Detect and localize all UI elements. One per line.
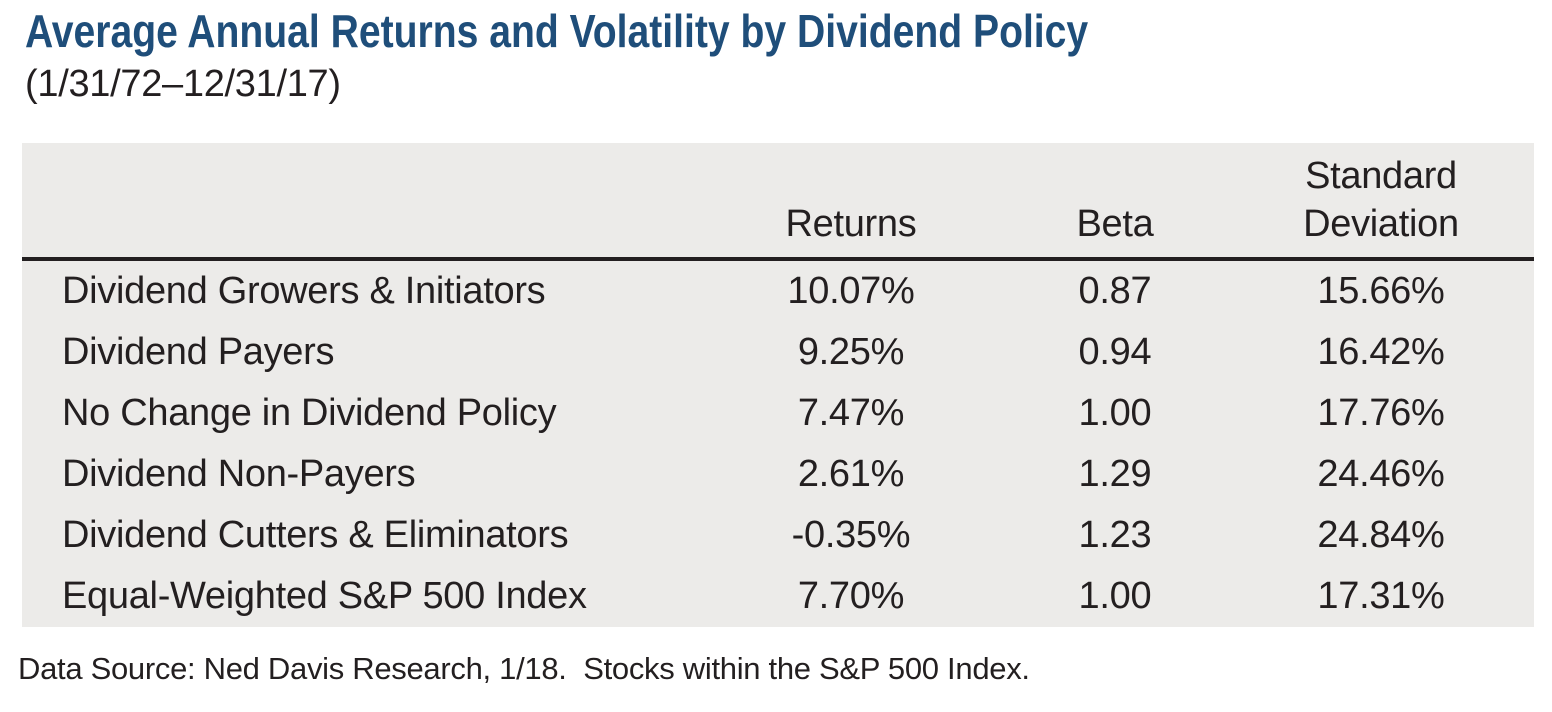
beta-value: 1.29: [1078, 453, 1152, 495]
std-deviation-value: 24.46%: [1317, 453, 1445, 495]
dividend-policy-table: Returns Beta Standard Deviation Dividend…: [22, 143, 1534, 627]
col-header-beta: Beta: [1001, 143, 1228, 261]
table-row: Dividend Non-Payers 2.61% 1.29 24.46%: [22, 444, 1534, 505]
table-row: Dividend Cutters & Eliminators -0.35% 1.…: [22, 505, 1534, 566]
table-row: Dividend Growers & Initiators 10.07% 0.8…: [22, 259, 1534, 322]
table-row: No Change in Dividend Policy 7.47% 1.00 …: [22, 383, 1534, 444]
row-label: Dividend Payers: [62, 331, 335, 373]
returns-value: 2.61%: [797, 453, 905, 495]
returns-value: 9.25%: [797, 331, 905, 373]
std-deviation-value: 16.42%: [1317, 331, 1445, 373]
returns-value: 7.47%: [797, 392, 905, 434]
std-deviation-value: 17.31%: [1317, 575, 1445, 617]
col-header-standard-deviation: Standard Deviation: [1227, 143, 1534, 261]
page-title: Average Annual Returns and Volatility by…: [25, 5, 1089, 57]
beta-value: 1.00: [1078, 392, 1152, 434]
col-header-empty: [22, 143, 700, 261]
beta-value: 0.94: [1078, 331, 1152, 373]
beta-value: 1.23: [1078, 514, 1152, 556]
date-range-subtitle: (1/31/72–12/31/17): [25, 63, 341, 105]
row-label: Equal-Weighted S&P 500 Index: [62, 575, 587, 617]
table-row: Equal-Weighted S&P 500 Index 7.70% 1.00 …: [22, 566, 1534, 627]
std-deviation-value: 24.84%: [1317, 514, 1445, 556]
table-row: Dividend Payers 9.25% 0.94 16.42%: [22, 322, 1534, 383]
std-deviation-value: 15.66%: [1317, 270, 1445, 312]
dividend-policy-table-panel: Returns Beta Standard Deviation Dividend…: [22, 143, 1534, 627]
returns-value: -0.35%: [791, 514, 911, 556]
row-label: Dividend Non-Payers: [62, 453, 416, 495]
data-source-note: Data Source: Ned Davis Research, 1/18. S…: [18, 651, 1030, 686]
beta-value: 1.00: [1078, 575, 1152, 617]
row-label: Dividend Cutters & Eliminators: [62, 514, 569, 556]
returns-value: 7.70%: [797, 575, 905, 617]
table-header-row: Returns Beta Standard Deviation: [22, 143, 1534, 261]
col-header-returns: Returns: [699, 143, 1002, 261]
row-label: Dividend Growers & Initiators: [62, 270, 546, 312]
returns-value: 10.07%: [787, 270, 915, 312]
beta-value: 0.87: [1078, 270, 1152, 312]
row-label: No Change in Dividend Policy: [62, 392, 557, 434]
std-deviation-value: 17.76%: [1317, 392, 1445, 434]
